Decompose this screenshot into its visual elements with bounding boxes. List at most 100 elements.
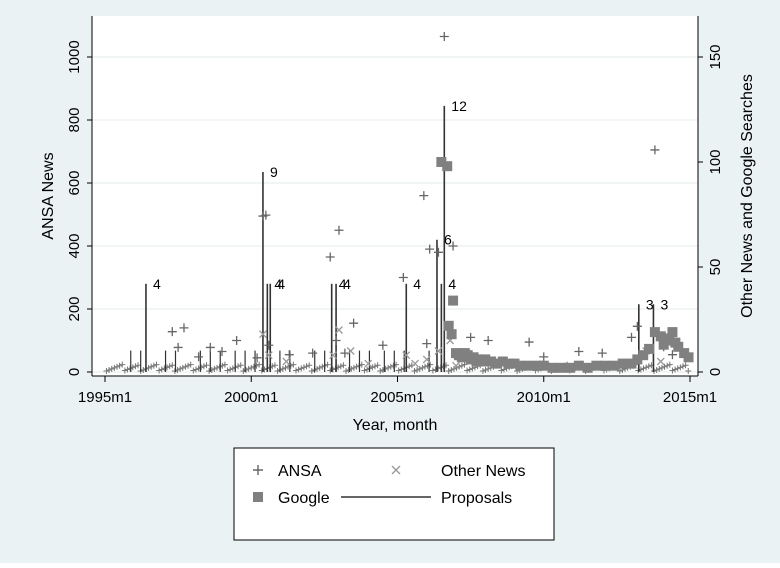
ansa-base-point	[416, 365, 423, 372]
proposals-label: 4	[339, 276, 347, 292]
other-news-point	[452, 361, 460, 370]
other-news-point	[346, 347, 355, 355]
ansa-base-point	[656, 365, 663, 372]
x-tick-label-4: 2015m1	[663, 389, 717, 406]
other-news-point	[329, 351, 338, 360]
ansa-base-point	[672, 366, 679, 373]
y-right-tick-label-50: 50	[707, 259, 724, 276]
other-news-point	[335, 326, 343, 334]
ansa-base-point	[250, 363, 257, 370]
ansa-point	[378, 340, 388, 350]
legend-label-google: Google	[278, 490, 330, 507]
y-right-tick-label-150: 150	[707, 44, 724, 69]
google-point	[582, 362, 593, 373]
ansa-base-point	[337, 363, 344, 370]
y-right-tick-label-0: 0	[707, 368, 724, 376]
ansa-point	[574, 347, 584, 357]
ansa-base-point	[458, 362, 465, 369]
ansa-point	[261, 210, 271, 220]
ansa-base-point	[150, 362, 157, 369]
other-news-point	[282, 357, 291, 366]
google-point	[573, 360, 584, 371]
ansa-base-point	[343, 368, 350, 375]
legend-label-other-news: Other News	[441, 463, 525, 480]
ansa-base-point	[664, 362, 671, 369]
legend-marker-other-news	[391, 465, 401, 475]
x-tick-label-1: 2000m1	[224, 389, 278, 406]
legend-box	[233, 447, 555, 541]
ansa-base-point	[235, 363, 242, 370]
ansa-base-point	[421, 363, 428, 370]
google-point	[644, 343, 655, 354]
ansa-point	[167, 327, 177, 337]
ansa-base-point	[298, 365, 305, 372]
ansa-point	[627, 332, 636, 342]
ansa-base-point	[387, 363, 394, 370]
ansa-base-point	[242, 366, 249, 373]
ansa-point	[325, 252, 335, 262]
ansa-base-point	[461, 361, 468, 368]
google-point	[442, 161, 453, 172]
ansa-point	[179, 323, 189, 333]
other-news-point	[264, 351, 273, 360]
ansa-point	[232, 336, 242, 345]
google-point	[509, 358, 520, 369]
google-point	[673, 341, 684, 352]
y-left-tick-label-400: 400	[66, 233, 83, 258]
google-point	[532, 360, 543, 371]
ansa-base-point	[385, 364, 392, 371]
ansa-base-point	[106, 366, 113, 373]
google-point	[626, 358, 637, 369]
proposals-label: 12	[451, 98, 467, 114]
ansa-base-point	[111, 364, 118, 371]
markers	[167, 32, 694, 373]
ansa-point	[419, 191, 429, 201]
ansa-base-point	[350, 364, 357, 371]
gridlines	[92, 56, 698, 373]
ansa-base-point	[214, 364, 221, 371]
ansa-point	[539, 352, 549, 362]
ansa-base-point	[345, 366, 352, 373]
google-point	[436, 157, 447, 167]
google-point	[608, 360, 619, 371]
ansa-base-point	[237, 362, 244, 369]
google-point	[538, 360, 549, 371]
legend: ANSA Other News Google Proposals	[233, 447, 555, 541]
y-left-tick-label-200: 200	[66, 296, 83, 321]
ansa-point	[425, 244, 435, 254]
proposals-label: 3	[646, 296, 654, 312]
other-news-point	[402, 351, 411, 360]
ansa-point	[597, 348, 607, 358]
ansa-base-point	[666, 361, 673, 368]
ansa-base-point	[113, 363, 120, 370]
other-news-point	[422, 355, 431, 364]
ansa-base-point	[658, 364, 665, 371]
ansa-base-point	[258, 367, 265, 374]
google-point	[486, 356, 497, 367]
ansa-base-point	[466, 366, 473, 373]
ansa-base-point	[645, 363, 652, 370]
y-right-ticks: 0 50 100 150	[698, 44, 724, 376]
google-point	[664, 333, 675, 344]
y-right-axis-title: Other News and Google Searches	[739, 74, 756, 318]
proposals-label: 3	[660, 296, 668, 312]
x-ticks: 1995m1 2000m1 2005m1 2010m1 2015m1	[78, 376, 717, 406]
ansa-point	[349, 318, 359, 328]
google-point	[547, 362, 558, 373]
ansa-base-point	[179, 364, 186, 371]
ansa-base-point	[371, 363, 378, 370]
ansa-base-point	[377, 368, 384, 375]
ansa-base-point	[221, 361, 228, 368]
google-point	[638, 350, 649, 361]
ansa-base-point	[329, 366, 336, 373]
ansa-base-point	[158, 366, 165, 373]
ansa-point	[439, 32, 449, 42]
ansa-base-point	[103, 368, 110, 375]
ansa-base-point	[198, 364, 205, 371]
ansa-base-point	[395, 367, 402, 374]
ansa-base-point	[132, 363, 139, 370]
ansa-base-point	[677, 364, 684, 371]
ansa-base-point	[135, 362, 142, 369]
ansa-base-point	[169, 362, 176, 369]
